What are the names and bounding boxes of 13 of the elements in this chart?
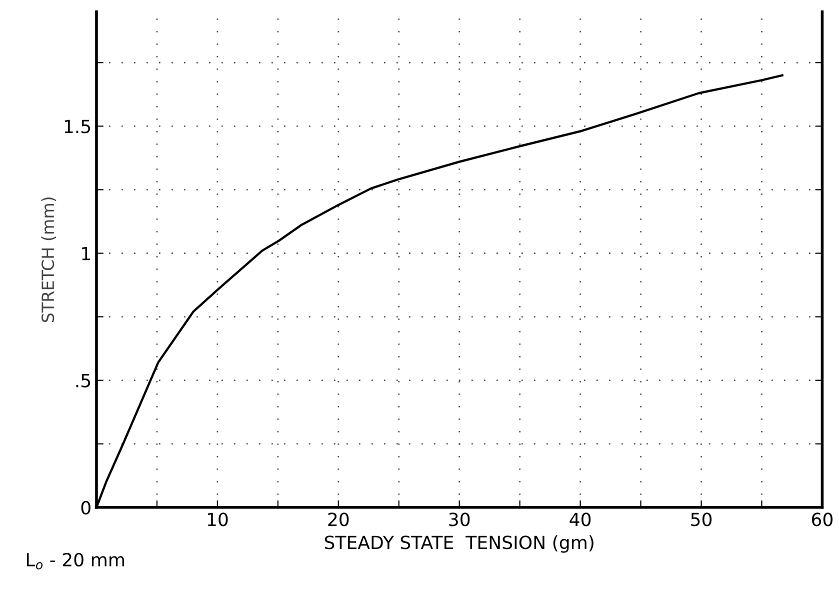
x-tick-label: 40 [570, 512, 591, 526]
text: L$_{o}$ - 20 mm [26, 552, 124, 570]
y-axis-title: STRETCH (mm) [41, 198, 56, 322]
x-tick-label: 30 [449, 512, 470, 526]
y-tick-label: .5 [76, 374, 90, 388]
y-tick-label: 0 [81, 500, 90, 515]
x-tick-label: 60 [812, 512, 833, 526]
x-tick-label: 10 [208, 512, 228, 526]
x-axis-title: STEADY STATE TENSION (gm) [324, 535, 594, 553]
x-tick-label: 20 [328, 512, 349, 526]
x-tick-label: 50 [691, 512, 712, 526]
y-tick-label: 1 [82, 246, 90, 260]
y-tick-label: 1.5 [64, 120, 90, 134]
